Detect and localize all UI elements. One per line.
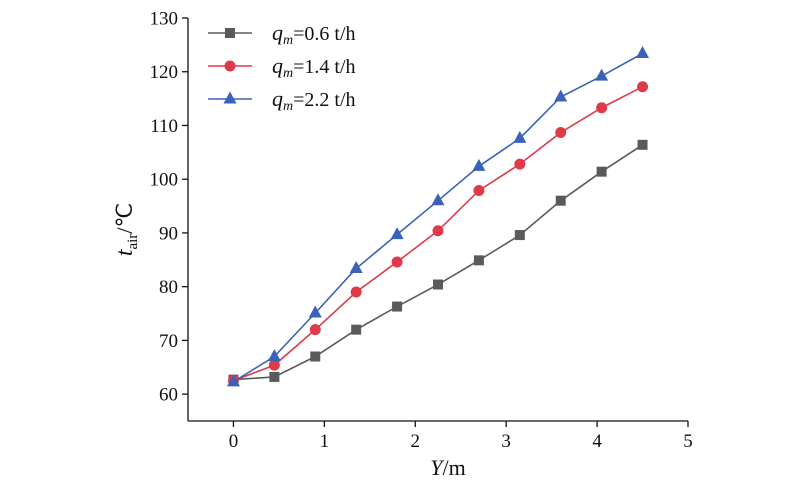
- data-point: [473, 255, 484, 266]
- data-point: [473, 184, 485, 196]
- data-point: [349, 260, 363, 273]
- data-point: [596, 166, 607, 177]
- data-point: [268, 359, 280, 371]
- legend-label-sub: m: [283, 33, 293, 48]
- data-point: [392, 301, 403, 312]
- x-axis-title-unit: /m: [443, 455, 466, 480]
- x-tick-label: 1: [320, 431, 330, 452]
- x-axis-title-var: Y: [430, 455, 445, 480]
- data-point: [226, 374, 240, 387]
- legend-entry: qm=2.2 t/h: [208, 86, 356, 114]
- series-circle: [227, 81, 649, 387]
- data-point: [555, 126, 567, 138]
- legend-label-var: q: [272, 53, 283, 78]
- legend-label-value: =0.6 t/h: [293, 23, 355, 45]
- y-tick-label: 110: [150, 116, 178, 137]
- y-tick-label: 90: [159, 223, 178, 244]
- data-point: [636, 46, 650, 59]
- data-point: [390, 227, 404, 240]
- x-tick-label: 3: [501, 431, 511, 452]
- data-point: [514, 158, 526, 170]
- legend-label: qm=0.6 t/h: [272, 20, 356, 48]
- data-point: [391, 256, 403, 268]
- data-point: [637, 139, 648, 150]
- y-tick-label: 100: [150, 170, 179, 191]
- legend-marker: [225, 28, 235, 38]
- legend-label-sub: m: [283, 99, 293, 114]
- legend-label-value: =1.4 t/h: [293, 56, 355, 78]
- x-tick-label: 0: [229, 431, 239, 452]
- x-tick-label: 4: [592, 431, 602, 452]
- data-point: [309, 324, 321, 336]
- legend-label-var: q: [272, 20, 283, 45]
- data-point: [555, 195, 566, 206]
- y-tick-label: 70: [159, 331, 178, 352]
- data-point: [351, 324, 362, 335]
- data-point: [596, 102, 608, 114]
- y-axis-title-sub: air: [125, 234, 141, 250]
- data-point: [267, 349, 281, 362]
- legend-marker: [223, 91, 237, 104]
- y-tick-label: 130: [150, 9, 179, 30]
- series-line: [233, 144, 643, 381]
- series-triangle: [226, 46, 650, 387]
- y-tick-label: 120: [150, 62, 179, 83]
- data-point: [595, 68, 609, 81]
- axes: 0 1 2 3 4 5 60 70 80 90 100 110 120 130 Y/m tair/℃: [112, 9, 693, 481]
- x-tick-label: 2: [411, 431, 421, 452]
- x-tick-label: 5: [683, 431, 693, 452]
- data-point: [432, 225, 444, 237]
- legend-label-sub: m: [283, 66, 293, 81]
- legend: qm=0.6 t/hqm=1.4 t/hqm=2.2 t/h: [208, 20, 356, 114]
- series-group: [226, 46, 650, 387]
- legend-label: qm=1.4 t/h: [272, 53, 356, 81]
- data-point: [310, 351, 321, 362]
- data-point: [433, 279, 443, 290]
- legend-label-var: q: [272, 86, 283, 111]
- legend-label-value: =2.2 t/h: [293, 89, 355, 111]
- data-point: [637, 81, 649, 93]
- y-axis-title-unit: /℃: [112, 203, 137, 234]
- y-axis-title: tair/℃: [112, 203, 141, 256]
- data-point: [513, 130, 527, 143]
- legend-marker: [224, 60, 236, 72]
- data-point: [269, 371, 280, 382]
- series-square: [228, 139, 648, 385]
- legend-entry: qm=0.6 t/h: [208, 20, 356, 48]
- data-point: [308, 305, 322, 318]
- data-point: [350, 286, 362, 298]
- data-point: [472, 158, 486, 171]
- data-point: [514, 230, 525, 241]
- y-tick-label: 80: [159, 277, 178, 298]
- y-tick-label: 60: [159, 385, 178, 406]
- data-point: [554, 89, 568, 102]
- legend-entry: qm=1.4 t/h: [208, 53, 356, 81]
- x-axis-title: Y/m: [430, 455, 465, 480]
- y-axis-title-var: t: [112, 248, 138, 256]
- legend-label: qm=2.2 t/h: [272, 86, 356, 114]
- data-point: [431, 193, 445, 206]
